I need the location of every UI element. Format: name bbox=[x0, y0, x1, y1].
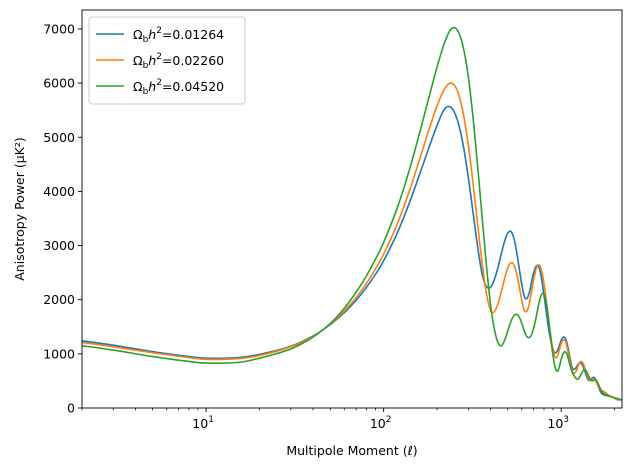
x-tick-label: 101 bbox=[192, 415, 214, 431]
y-tick-label: 6000 bbox=[43, 76, 75, 91]
legend: Ωbh2=0.01264 Ωbh2=0.02260 Ωbh2=0.04520 bbox=[88, 16, 246, 105]
legend-label: Ωbh2=0.02260 bbox=[133, 52, 224, 71]
y-axis-label: Anisotropy Power (μK²) bbox=[12, 137, 27, 281]
x-tick-label: 103 bbox=[547, 415, 569, 431]
series-line-2 bbox=[82, 82, 622, 401]
series-layer bbox=[82, 26, 622, 401]
y-tick-label: 3000 bbox=[43, 238, 75, 253]
legend-label: Ωbh2=0.04520 bbox=[133, 78, 224, 97]
y-tick-label: 1000 bbox=[43, 346, 75, 361]
series-line-1 bbox=[82, 105, 622, 401]
y-tick-label: 5000 bbox=[43, 130, 75, 145]
y-tick-label: 7000 bbox=[43, 21, 75, 36]
legend-label: Ωbh2=0.01264 bbox=[133, 26, 224, 45]
x-axis-label: Multipole Moment (ℓ) bbox=[286, 443, 417, 458]
y-tick-label: 2000 bbox=[43, 292, 75, 307]
legend-box bbox=[88, 16, 246, 105]
y-tick-label: 0 bbox=[67, 401, 75, 416]
y-tick-label: 4000 bbox=[43, 184, 75, 199]
ticks-layer: 0 1000 2000 3000 4000 5000 6000 7000 101 102 103 bbox=[43, 21, 616, 431]
plot-frame bbox=[81, 9, 623, 409]
series-line-3 bbox=[82, 26, 622, 401]
x-tick-label: 102 bbox=[370, 415, 392, 431]
